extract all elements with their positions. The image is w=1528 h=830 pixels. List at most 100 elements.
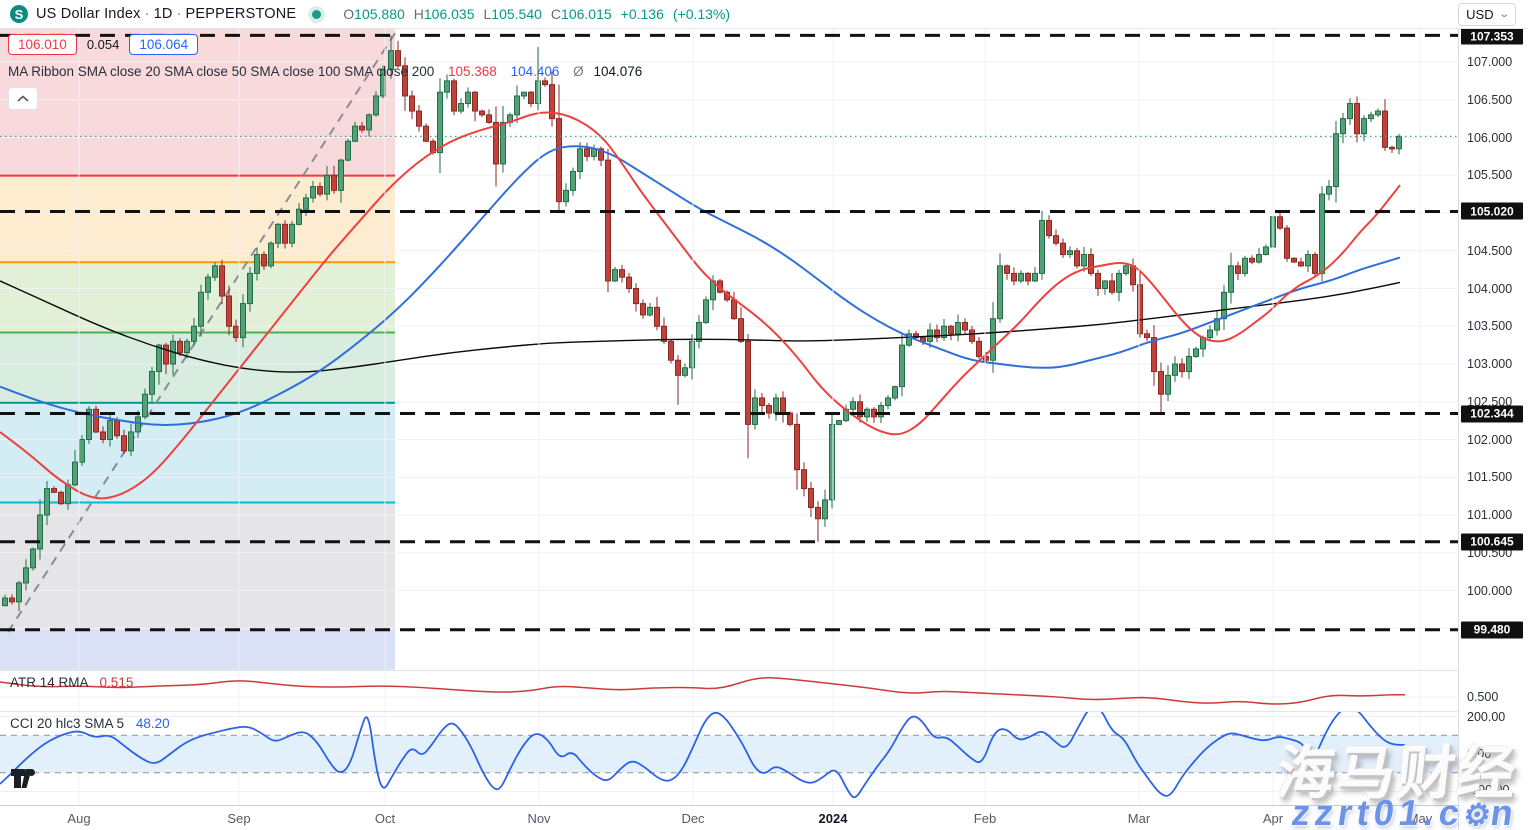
candle (528, 91, 534, 105)
candle (675, 359, 681, 376)
price-tick: 106.500 (1467, 92, 1513, 107)
candle (44, 488, 50, 516)
currency-value: USD (1466, 7, 1494, 22)
candle (1242, 257, 1248, 274)
candle (23, 567, 29, 584)
price-tick: 101.500 (1467, 470, 1513, 485)
sma20-value: 105.368 (448, 64, 497, 79)
candle (759, 397, 765, 407)
symbol-title[interactable]: US Dollar Index · 1D · PEPPERSTONE (36, 6, 296, 22)
candle (16, 582, 22, 603)
price-level-badge: 99.480 (1461, 621, 1523, 639)
candle (296, 208, 302, 225)
candle (1193, 348, 1199, 357)
time-label-mar: Mar (1127, 811, 1151, 826)
candle (1165, 374, 1171, 395)
candle (1291, 257, 1297, 263)
candle (773, 397, 779, 414)
collapse-legend-button[interactable] (8, 87, 38, 110)
candle (2, 597, 8, 607)
ohlc-readout: O105.880 H106.035 L105.540 C106.015 +0.1… (343, 6, 731, 22)
cci-indicator-label[interactable]: CCI 20 hlc3 SMA 5 48.20 (10, 716, 170, 731)
indicator-axis-tick: 0.00 (1467, 747, 1492, 761)
candle (465, 91, 471, 105)
time-label-feb: Feb (973, 811, 997, 826)
price-tick: 103.000 (1467, 357, 1513, 371)
broker-logo[interactable]: S (10, 5, 28, 23)
market-status-icon[interactable] (312, 9, 322, 19)
atr-indicator-label[interactable]: ATR 14 RMA 0.515 (10, 675, 133, 690)
candle (388, 50, 394, 71)
candle (30, 548, 36, 569)
candle (493, 121, 499, 165)
candle (689, 340, 695, 369)
candle (226, 295, 232, 327)
candle (745, 340, 751, 425)
price-tick: 106.000 (1467, 130, 1513, 145)
atr-title: ATR 14 RMA (10, 675, 88, 690)
candle (976, 340, 982, 357)
candle (58, 491, 64, 505)
cci-value: 48.20 (135, 716, 170, 731)
candle (1347, 103, 1353, 120)
candle (1228, 265, 1234, 293)
candle (878, 405, 884, 418)
candle (1004, 265, 1010, 274)
time-axis[interactable]: Aug Sep Oct Nov Dec 2024 Feb Mar Apr May (0, 805, 1528, 830)
tradingview-logo-icon[interactable] (10, 768, 46, 794)
candle (640, 303, 646, 316)
candle (1221, 291, 1227, 320)
price-axis[interactable]: 107.000 106.500 106.000 105.500 104.500 104.0… (1458, 0, 1528, 830)
candle (1123, 265, 1129, 274)
candle (451, 80, 457, 112)
venue-label: PEPPERSTONE (185, 6, 297, 22)
candle (766, 405, 772, 414)
candle (612, 269, 618, 282)
time-label-dec: Dec (681, 811, 705, 826)
candle (1368, 114, 1374, 120)
main-chart-canvas[interactable] (0, 0, 1458, 830)
candle (486, 114, 492, 123)
change-value: +0.136 (620, 6, 664, 22)
price-tick: 104.000 (1467, 281, 1513, 296)
candle (563, 189, 569, 203)
average-sign: Ø (573, 64, 584, 79)
candle (472, 91, 478, 112)
candle (1382, 110, 1388, 148)
candle (1354, 103, 1360, 135)
candle (275, 223, 281, 244)
candle (51, 488, 57, 493)
candle (521, 91, 527, 97)
legend-block: 106.010 0.054 106.064 MA Ribbon SMA clos… (8, 34, 642, 110)
candle (1067, 250, 1073, 256)
candle (661, 325, 667, 342)
sma200-line[interactable] (0, 280, 1401, 373)
candle (261, 254, 267, 267)
candle (500, 121, 506, 165)
sma50-line[interactable] (0, 145, 1401, 426)
candle (395, 50, 401, 67)
candle (65, 484, 71, 505)
candle (1046, 220, 1052, 237)
cci-line (0, 712, 1406, 799)
cci-pane[interactable] (0, 707, 1458, 799)
candle (1396, 135, 1402, 150)
price-pane[interactable] (0, 28, 1458, 670)
candle (857, 401, 863, 418)
candle (801, 469, 807, 490)
atr-pane[interactable] (0, 676, 1458, 705)
candle (598, 148, 604, 161)
candle (941, 325, 947, 339)
fib-band (0, 402, 395, 503)
candle (366, 114, 372, 131)
candle (1179, 363, 1185, 373)
candle (416, 110, 422, 127)
ma-ribbon-legend[interactable]: MA Ribbon SMA close 20 SMA close 50 SMA … (8, 64, 642, 79)
currency-dropdown[interactable]: USD ⌄ (1458, 3, 1516, 26)
trend-line[interactable] (7, 29, 398, 633)
candle (731, 299, 737, 320)
candle (815, 506, 821, 520)
candle (605, 159, 611, 282)
indicator-axis-tick: 200.00 (1467, 710, 1506, 724)
change-percent: (+0.13%) (672, 6, 731, 22)
